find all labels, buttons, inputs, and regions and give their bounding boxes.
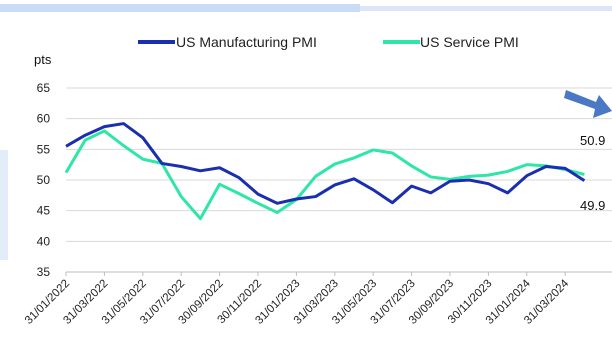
y-tick-label: 65 bbox=[37, 81, 51, 95]
y-tick-label: 40 bbox=[37, 234, 51, 248]
series-line-service bbox=[64, 129, 585, 221]
y-tick-label: 50 bbox=[37, 173, 51, 187]
gridlines bbox=[66, 87, 612, 273]
arrow-icon bbox=[564, 90, 612, 118]
top-decor-band bbox=[0, 0, 612, 16]
legend-label-manufacturing: US Manufacturing PMI bbox=[176, 34, 317, 50]
y-tick-label: 55 bbox=[37, 142, 51, 156]
y-tick-label: 35 bbox=[37, 265, 51, 279]
top-decor-stripe-1 bbox=[0, 4, 360, 12]
annotation-manufacturing-last: 49.9 bbox=[580, 198, 605, 213]
legend: US Manufacturing PMI US Service PMI bbox=[138, 34, 519, 50]
y-axis-ticks: 35 40 45 50 55 60 65 bbox=[37, 81, 51, 279]
top-decor-stripe-2 bbox=[360, 6, 612, 11]
y-tick-label: 45 bbox=[37, 204, 51, 218]
legend-label-service: US Service PMI bbox=[420, 34, 519, 50]
x-axis-ticks: 31/01/202231/03/202231/05/202231/07/2022… bbox=[23, 272, 572, 327]
series-line-manufacturing bbox=[65, 122, 586, 205]
y-tick-label: 60 bbox=[37, 112, 51, 126]
series-lines bbox=[64, 122, 586, 221]
annotation-service-last: 50.9 bbox=[580, 133, 605, 148]
left-decor-strip bbox=[0, 150, 8, 260]
y-axis-unit-label: pts bbox=[34, 52, 52, 67]
